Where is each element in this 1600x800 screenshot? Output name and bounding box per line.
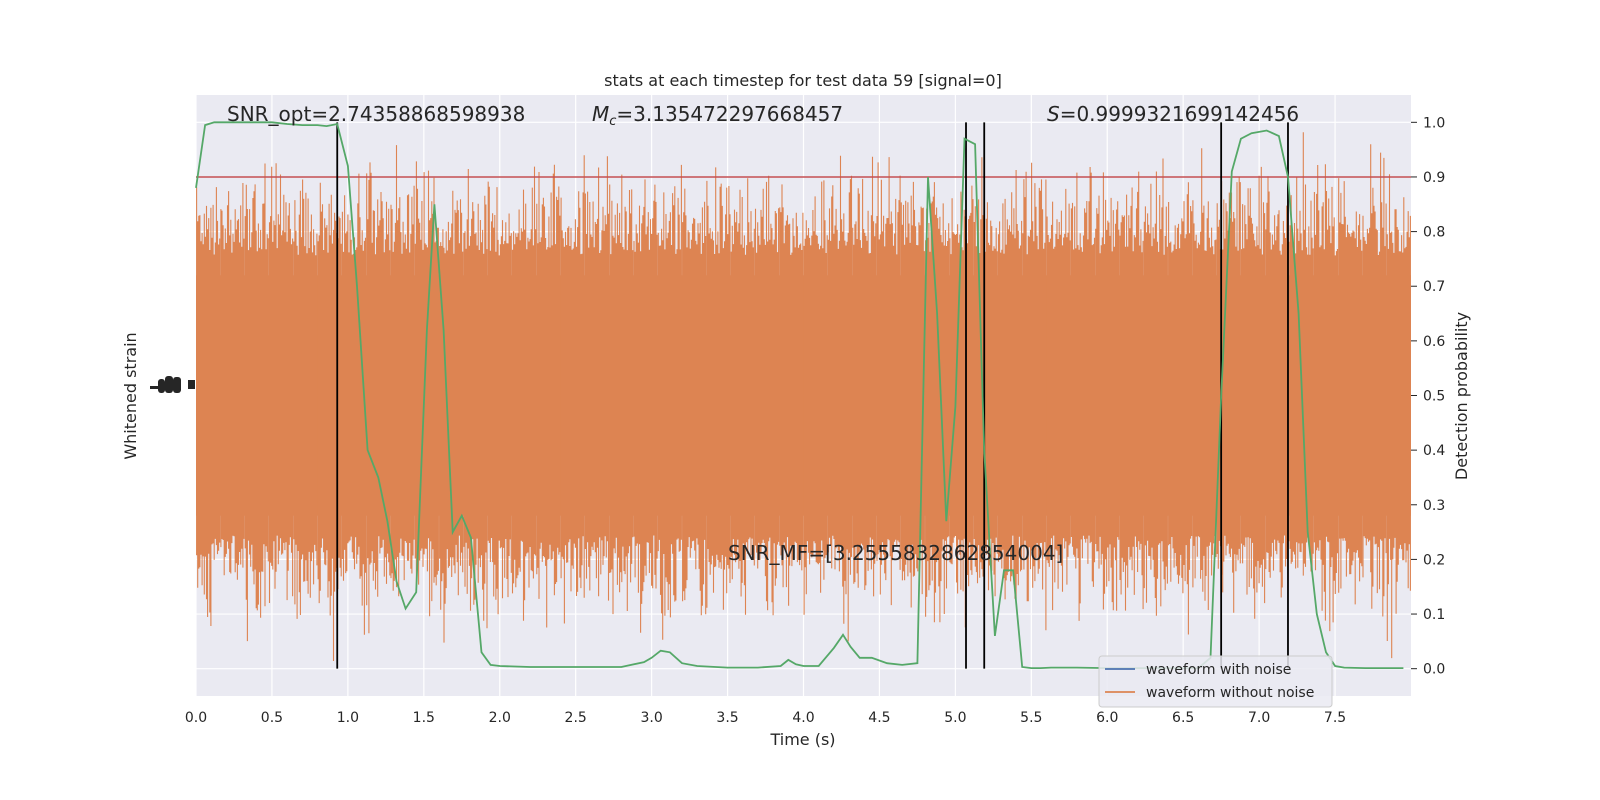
y-tick-label: 1.0 [1423,115,1445,131]
x-tick-label: 5.5 [1020,710,1042,726]
x-tick-label: 5.0 [944,710,966,726]
x-tick-label: 7.0 [1248,710,1270,726]
y-tick-label: 0.8 [1423,225,1445,241]
x-tick-label: 6.5 [1172,710,1194,726]
y-tick-label: 0.0 [1423,662,1445,678]
series-detection-probability [195,121,1404,669]
annotation-overlap: S=0.9999321699142456 [1047,102,1299,126]
y-tick-label: 0.5 [1423,389,1445,405]
x-tick-label: 1.0 [337,710,359,726]
chart-title: stats at each timestep for test data 59 … [604,71,1002,90]
y-tick-label: 0.4 [1423,443,1445,459]
y-tick-label: 0.2 [1423,552,1445,568]
annotation-snr-opt: SNR_opt=2.74358868598938 [227,102,525,126]
legend-box [1098,655,1333,708]
x-tick-label: 4.5 [868,710,890,726]
y-tick-label: 0.9 [1423,170,1445,186]
x-tick-label: 0.5 [261,710,283,726]
x-tick-label: 4.0 [792,710,814,726]
left-axis-label: Whitened strain [121,332,140,459]
x-tick-label: 6.0 [1096,710,1118,726]
left-axis-tick-cluster [150,376,195,393]
x-tick-label: 0.0 [185,710,207,726]
legend: waveform with noise waveform without noi… [1098,655,1333,708]
y-tick-label: 0.3 [1423,498,1445,514]
legend-label-with-noise: waveform with noise [1146,662,1291,678]
x-axis-label: Time (s) [769,730,835,749]
x-tick-label: 2.5 [565,710,587,726]
vertical-markers [336,122,1289,669]
y-tick-label: 0.6 [1423,334,1445,350]
annotation-chirp-mass: Mc=3.135472297668457 [592,102,843,129]
x-tick-label: 2.0 [489,710,511,726]
x-tick-label: 3.5 [716,710,738,726]
y-tick-label: 0.1 [1423,607,1445,623]
x-tick-label: 1.5 [413,710,435,726]
x-tick-label: 3.0 [640,710,662,726]
right-axis-label: Detection probability [1452,312,1471,480]
annotation-snr-mf: SNR_MF=[3.2555832862854004] [728,541,1063,565]
x-tick-label: 7.5 [1324,710,1346,726]
x-axis-ticks: 0.0 0.5 1.0 1.5 2.0 2.5 3.0 3.5 4.0 4.5 5.0 5.5 6.0 6… [185,710,1346,726]
right-axis-ticks: 0.0 0.1 0.2 0.3 0.4 0.5 0.6 0.7 0.8 0.9 1.0 [1411,115,1445,678]
y-tick-label: 0.7 [1423,279,1445,295]
legend-label-without-noise: waveform without noise [1146,685,1314,701]
